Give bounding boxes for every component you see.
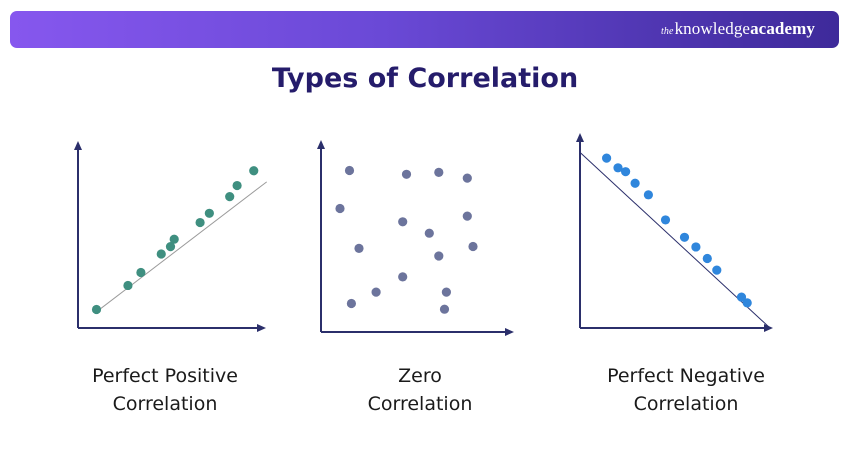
positive-data-point [136,267,146,278]
positive-data-point [249,166,259,176]
zero-data-point [434,251,444,261]
positive-data-point [123,280,133,291]
negative-data-point [621,167,631,177]
header-banner: theknowledgeacademy [10,11,839,48]
positive-data-point [169,234,179,244]
zero-data-point [398,217,408,227]
logo-academy: academy [750,19,815,38]
negative-data-point [691,242,701,252]
zero-data-point [424,228,434,238]
caption-negative-line2: Correlation [633,393,739,415]
zero-data-point [468,241,478,252]
positive-trend-line [94,181,268,314]
negative-data-point [613,163,623,173]
negative-data-point [679,232,690,242]
negative-data-point [712,265,722,275]
logo-knowledge: knowledge [674,19,751,38]
positive-y-axis-arrow [74,141,82,150]
positive-data-point [195,217,205,228]
caption-positive-line2: Correlation [112,393,218,415]
zero-data-point [344,165,355,176]
zero-data-point [354,243,364,253]
zero-data-point [401,169,412,179]
zero-data-point [371,287,381,297]
zero-data-point [462,211,472,221]
zero-y-axis-arrow [317,140,325,149]
zero-x-axis-arrow [505,328,514,336]
zero-data-point [434,167,444,177]
caption-negative-line1: Perfect Negative [607,365,765,387]
negative-data-point [643,190,654,200]
negative-data-point [630,178,640,188]
logo-the: the [661,26,674,37]
zero-data-point [462,173,472,183]
positive-data-point [232,180,242,191]
caption-positive-line1: Perfect Positive [92,365,238,387]
positive-data-point [204,208,214,218]
negative-data-point [736,292,747,302]
negative-data-point [602,153,612,163]
negative-data-point [742,298,752,308]
negative-data-point [702,253,712,264]
positive-data-point [91,304,102,315]
caption-zero: Zero Correlation [300,362,540,418]
zero-data-point [335,203,345,214]
positive-data-point [165,242,176,252]
negative-x-axis-arrow [764,324,773,332]
positive-data-point [225,192,235,202]
zero-data-point [398,272,408,282]
caption-zero-line2: Correlation [367,393,473,415]
positive-data-point [156,249,166,259]
page-title: Types of Correlation [271,63,579,94]
caption-zero-line1: Zero [398,365,442,387]
zero-data-point [441,287,451,297]
caption-positive: Perfect Positive Correlation [45,362,285,418]
zero-data-point [346,298,356,309]
positive-x-axis-arrow [257,324,266,332]
caption-negative: Perfect Negative Correlation [566,362,806,418]
negative-data-point [660,215,671,225]
brand-logo[interactable]: theknowledgeacademy [661,19,815,39]
negative-y-axis-arrow [576,133,584,142]
zero-data-point [439,304,450,314]
